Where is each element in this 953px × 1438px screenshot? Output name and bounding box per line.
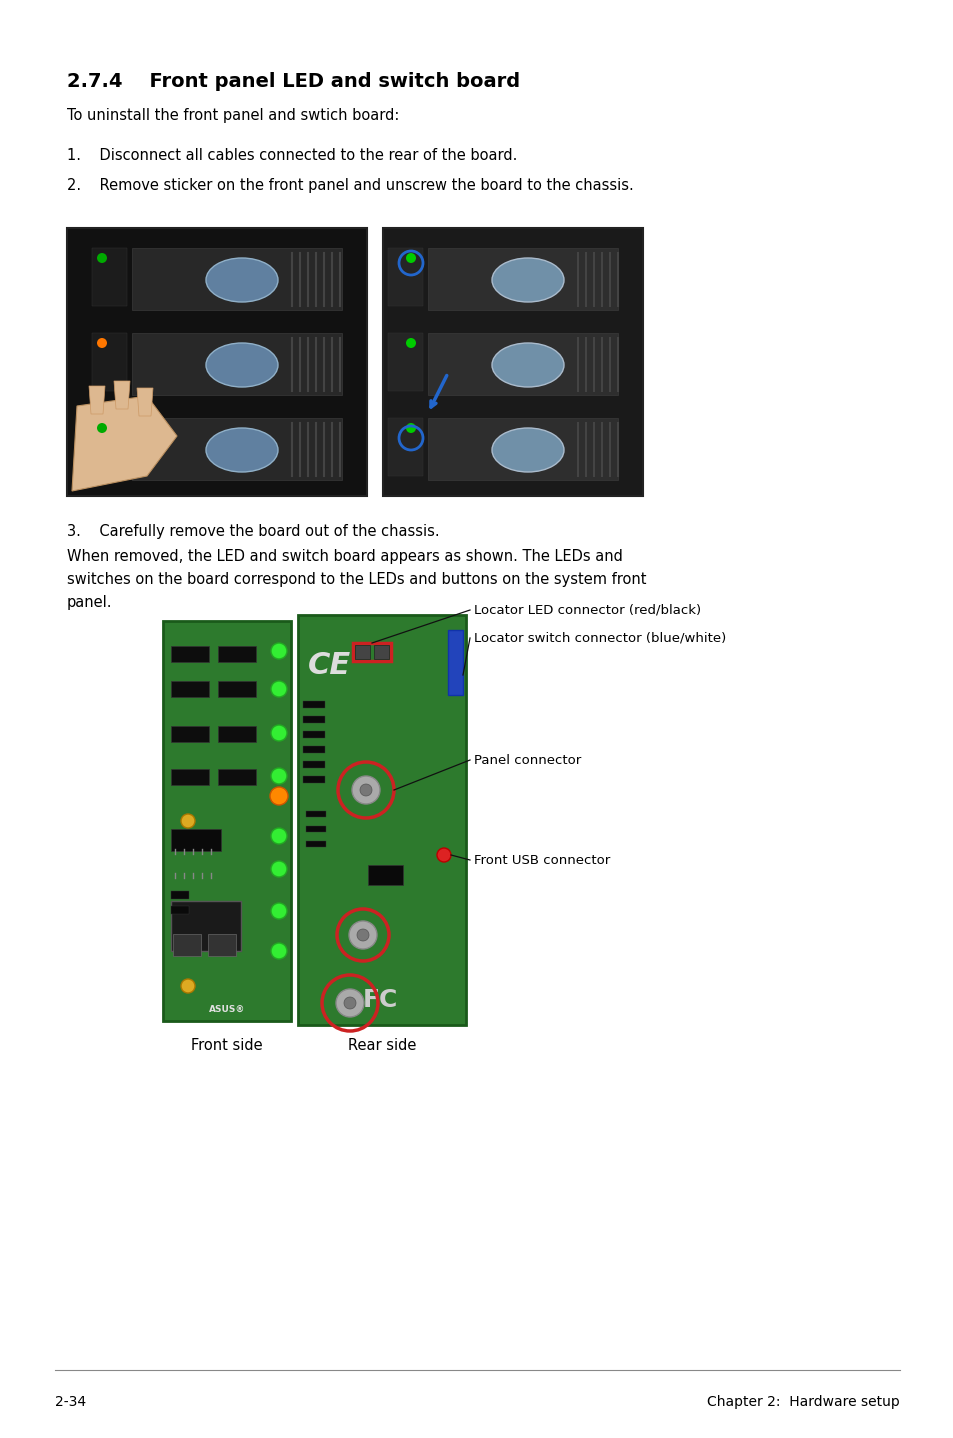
Circle shape bbox=[97, 338, 107, 348]
Ellipse shape bbox=[492, 257, 563, 302]
Bar bbox=[171, 906, 189, 915]
Bar bbox=[297, 615, 465, 1025]
Text: ASUS®: ASUS® bbox=[209, 1005, 245, 1014]
Bar bbox=[171, 726, 209, 742]
Circle shape bbox=[271, 682, 287, 697]
Bar bbox=[306, 811, 326, 817]
Text: Locator LED connector (red/black): Locator LED connector (red/black) bbox=[474, 604, 700, 617]
Bar bbox=[171, 902, 241, 951]
Bar bbox=[388, 247, 422, 306]
Bar bbox=[303, 746, 325, 754]
Text: Locator switch connector (blue/white): Locator switch connector (blue/white) bbox=[474, 631, 725, 644]
Circle shape bbox=[271, 861, 287, 877]
Bar bbox=[428, 247, 618, 311]
Bar bbox=[132, 334, 341, 395]
Text: FC: FC bbox=[363, 988, 398, 1012]
Bar bbox=[91, 334, 127, 391]
Polygon shape bbox=[89, 385, 105, 414]
Bar bbox=[303, 777, 325, 784]
Circle shape bbox=[349, 920, 376, 949]
Bar bbox=[172, 935, 201, 956]
Text: CE: CE bbox=[308, 650, 351, 680]
Bar bbox=[353, 643, 391, 661]
Bar bbox=[448, 630, 462, 695]
Polygon shape bbox=[71, 395, 177, 490]
Bar bbox=[91, 418, 127, 476]
Bar bbox=[163, 621, 291, 1021]
Bar bbox=[355, 646, 370, 659]
Bar bbox=[428, 334, 618, 395]
Bar bbox=[171, 828, 221, 851]
Text: panel.: panel. bbox=[67, 595, 112, 610]
Bar bbox=[303, 731, 325, 738]
Circle shape bbox=[436, 848, 451, 861]
Text: switches on the board correspond to the LEDs and buttons on the system front: switches on the board correspond to the … bbox=[67, 572, 646, 587]
Bar bbox=[132, 247, 341, 311]
Bar bbox=[171, 892, 189, 899]
Ellipse shape bbox=[206, 257, 277, 302]
Bar bbox=[218, 726, 255, 742]
Circle shape bbox=[406, 338, 416, 348]
Text: To uninstall the front panel and swtich board:: To uninstall the front panel and swtich … bbox=[67, 108, 399, 124]
Circle shape bbox=[271, 643, 287, 659]
Circle shape bbox=[97, 253, 107, 263]
Bar bbox=[171, 646, 209, 661]
Bar bbox=[306, 841, 326, 847]
Bar bbox=[91, 247, 127, 306]
Polygon shape bbox=[137, 388, 152, 416]
Circle shape bbox=[271, 725, 287, 741]
Bar bbox=[218, 769, 255, 785]
Bar bbox=[171, 682, 209, 697]
Ellipse shape bbox=[206, 429, 277, 472]
Circle shape bbox=[335, 989, 364, 1017]
Text: 1.    Disconnect all cables connected to the rear of the board.: 1. Disconnect all cables connected to th… bbox=[67, 148, 517, 162]
Circle shape bbox=[271, 903, 287, 919]
Text: Chapter 2:  Hardware setup: Chapter 2: Hardware setup bbox=[706, 1395, 899, 1409]
Bar bbox=[303, 700, 325, 707]
Circle shape bbox=[406, 253, 416, 263]
Bar bbox=[388, 418, 422, 476]
Circle shape bbox=[181, 814, 194, 828]
Bar bbox=[388, 334, 422, 391]
Text: 2-34: 2-34 bbox=[55, 1395, 86, 1409]
Bar bbox=[368, 866, 402, 884]
Circle shape bbox=[344, 997, 355, 1009]
Bar bbox=[67, 229, 367, 496]
Circle shape bbox=[359, 784, 372, 797]
Text: Front side: Front side bbox=[191, 1038, 262, 1053]
Text: Front USB connector: Front USB connector bbox=[474, 854, 610, 867]
Ellipse shape bbox=[492, 344, 563, 387]
Circle shape bbox=[271, 768, 287, 784]
Text: 3.    Carefully remove the board out of the chassis.: 3. Carefully remove the board out of the… bbox=[67, 523, 439, 539]
Circle shape bbox=[356, 929, 369, 940]
Bar bbox=[132, 418, 341, 480]
Ellipse shape bbox=[206, 344, 277, 387]
Bar bbox=[218, 646, 255, 661]
Circle shape bbox=[271, 943, 287, 959]
Circle shape bbox=[181, 979, 194, 994]
Text: Rear side: Rear side bbox=[348, 1038, 416, 1053]
Bar bbox=[208, 935, 235, 956]
Bar bbox=[382, 229, 642, 496]
Circle shape bbox=[352, 777, 379, 804]
Circle shape bbox=[406, 423, 416, 433]
Circle shape bbox=[97, 423, 107, 433]
Bar bbox=[171, 769, 209, 785]
Bar bbox=[374, 646, 389, 659]
Circle shape bbox=[271, 828, 287, 844]
Polygon shape bbox=[113, 381, 130, 408]
Text: 2.    Remove sticker on the front panel and unscrew the board to the chassis.: 2. Remove sticker on the front panel and… bbox=[67, 178, 633, 193]
Ellipse shape bbox=[492, 429, 563, 472]
Text: 2.7.4    Front panel LED and switch board: 2.7.4 Front panel LED and switch board bbox=[67, 72, 519, 91]
Text: When removed, the LED and switch board appears as shown. The LEDs and: When removed, the LED and switch board a… bbox=[67, 549, 622, 564]
Circle shape bbox=[270, 787, 288, 805]
Bar bbox=[303, 761, 325, 768]
Text: Panel connector: Panel connector bbox=[474, 754, 580, 766]
Bar bbox=[306, 825, 326, 833]
Bar bbox=[218, 682, 255, 697]
Bar bbox=[428, 418, 618, 480]
Bar bbox=[303, 716, 325, 723]
